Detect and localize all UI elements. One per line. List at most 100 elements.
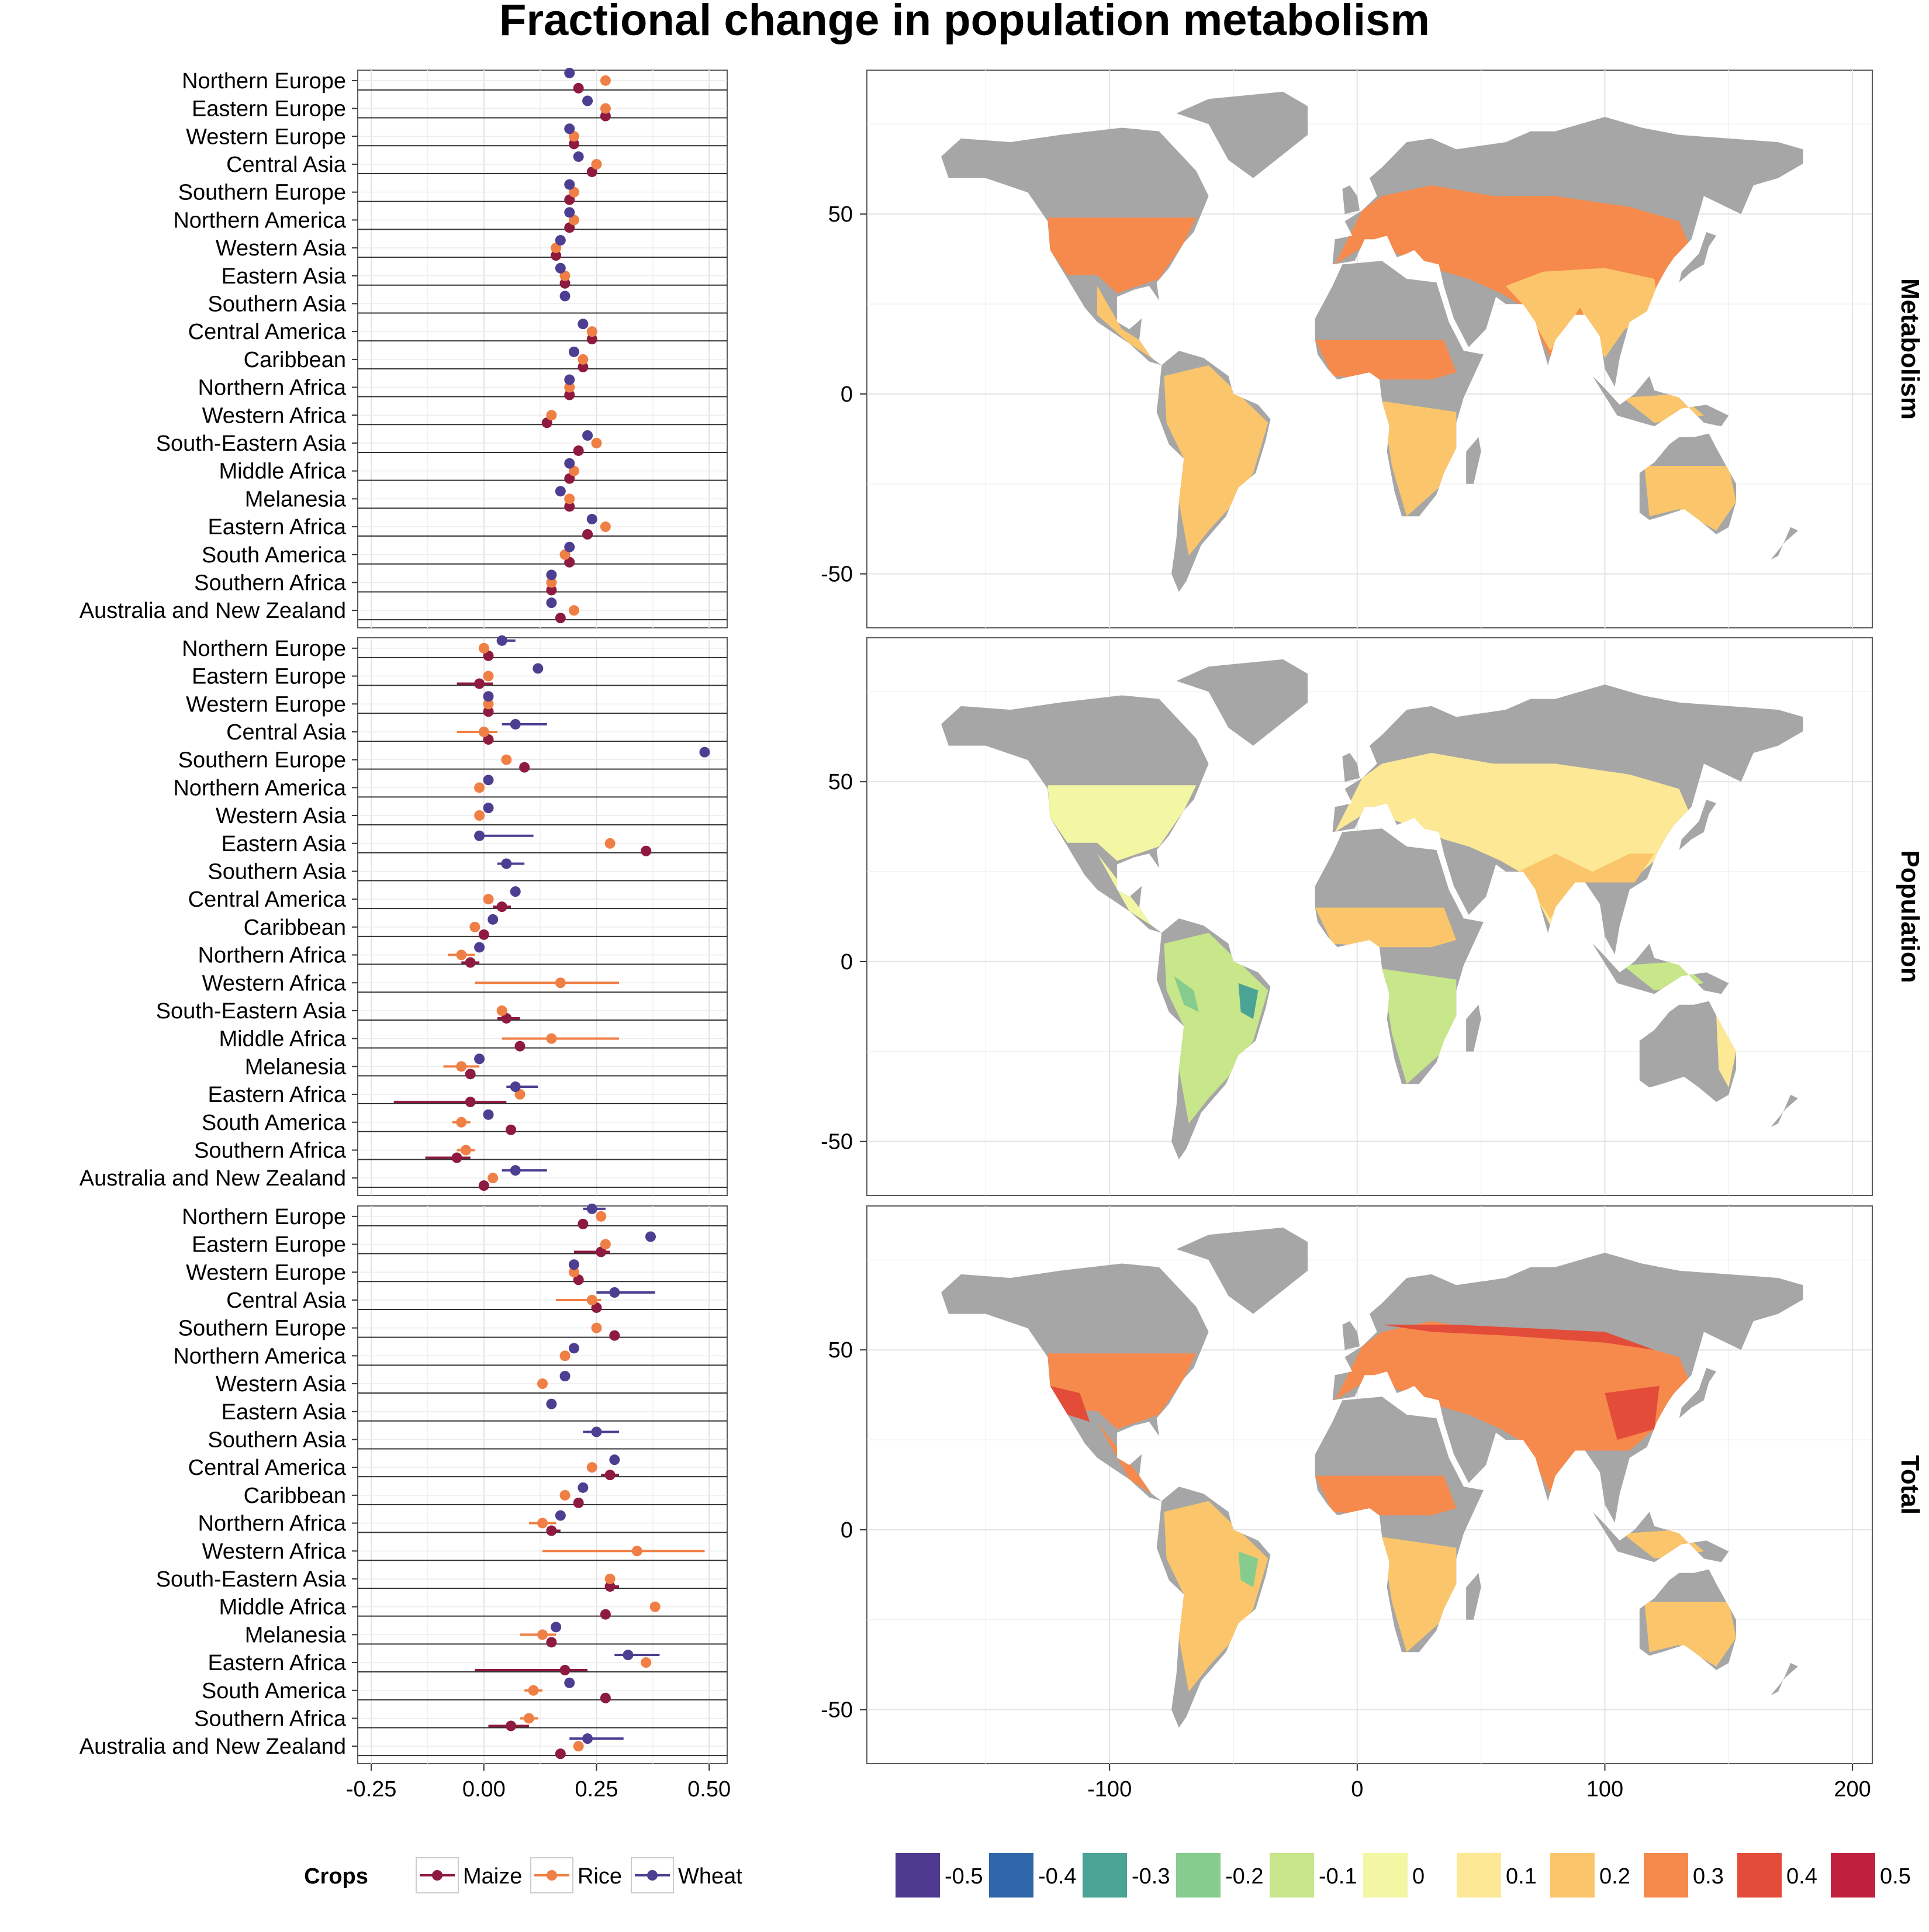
panel-frame: [357, 1205, 728, 1764]
point-rice: [568, 215, 579, 226]
x-tick-label: 0.50: [687, 1777, 731, 1802]
y-tick-label: Western Asia: [216, 1372, 347, 1397]
panel-frame: [357, 637, 728, 1196]
point-maize: [559, 278, 571, 289]
legend-value: 0.1: [1506, 1864, 1537, 1889]
legend-swatch: [1550, 1853, 1595, 1898]
point-wheat: [578, 1482, 589, 1493]
point-rice: [551, 243, 562, 254]
point-rice: [478, 642, 489, 654]
point-wheat: [586, 514, 597, 525]
landmass-japan: [1679, 232, 1717, 283]
point-maize: [600, 1692, 611, 1703]
y-tick-label: -50: [821, 1698, 853, 1723]
point-rice: [591, 1322, 602, 1333]
landmass-uk: [1342, 753, 1360, 782]
y-tick-label: 50: [828, 770, 853, 794]
point-maize: [573, 445, 584, 456]
point-wheat: [501, 858, 512, 869]
legend-swatch: [896, 1853, 940, 1898]
point-rice: [600, 1239, 611, 1250]
point-wheat: [582, 95, 593, 106]
landmass-new-zealand: [1771, 1094, 1798, 1128]
point-rice: [523, 1713, 534, 1724]
y-tick-label: 50: [828, 1338, 853, 1363]
change-zone: [1174, 976, 1199, 1012]
y-tick-label: Caribbean: [244, 915, 346, 940]
point-maize: [465, 957, 476, 968]
point-maize: [465, 1097, 476, 1108]
point-wheat: [483, 1109, 494, 1120]
point-wheat: [559, 291, 571, 302]
landmass-greenland: [1176, 1227, 1308, 1314]
point-rice: [591, 437, 602, 448]
change-zone: [1335, 185, 1692, 358]
legend-swatch: [1737, 1853, 1782, 1898]
change-zone: [1382, 401, 1457, 517]
point-maize: [546, 1637, 557, 1648]
y-tick-label: Central America: [188, 1456, 347, 1480]
legend-label-rice: Rice: [578, 1864, 622, 1889]
point-maize: [506, 1720, 517, 1731]
y-tick-label: Eastern Asia: [222, 832, 347, 856]
y-tick-label: Australia and New Zealand: [79, 1734, 346, 1759]
point-rice: [649, 1601, 661, 1612]
y-tick-label: Western Asia: [216, 804, 347, 828]
point-maize: [474, 678, 485, 689]
point-rice: [586, 1294, 597, 1305]
landmass-madagascar: [1466, 1572, 1481, 1620]
point-maize: [555, 1748, 566, 1760]
point-maize: [546, 1525, 557, 1536]
y-tick-label: Southern Africa: [194, 1138, 347, 1163]
point-wheat: [496, 635, 507, 646]
legend-value: -0.5: [945, 1864, 983, 1889]
point-wheat: [546, 569, 557, 580]
point-rice: [478, 726, 489, 737]
y-tick-label: Eastern Africa: [208, 1651, 346, 1675]
y-tick-label: Eastern Asia: [222, 264, 347, 289]
point-maize: [600, 110, 611, 122]
change-zone: [1238, 983, 1259, 1019]
y-tick-label: Central Asia: [226, 1288, 347, 1313]
point-maize: [564, 557, 575, 568]
change-zone: [1716, 1015, 1736, 1088]
point-maize: [478, 1180, 489, 1191]
point-rice: [469, 921, 480, 932]
point-wheat: [564, 374, 575, 385]
region-panel-population: Northern Europe Eastern Europe Western Eur…: [79, 635, 728, 1196]
facet-label: Metabolism: [1896, 278, 1924, 420]
y-tick-label: South-Eastern Asia: [156, 999, 347, 1024]
point-rice: [474, 782, 485, 793]
legend-swatch: [1083, 1853, 1127, 1898]
y-tick-label: 0: [841, 382, 853, 407]
point-wheat: [582, 1733, 593, 1744]
chart-title: Fractional change in population metaboli…: [499, 0, 1430, 45]
point-wheat: [573, 151, 584, 162]
point-wheat: [609, 1287, 620, 1298]
map-panel-metabolism: 50 0 -50 Metabolism: [821, 70, 1924, 628]
landmass-madagascar: [1466, 1004, 1481, 1052]
change-zone: [1050, 1385, 1090, 1422]
point-wheat: [559, 1371, 571, 1382]
point-rice: [578, 354, 589, 365]
point-wheat: [483, 691, 494, 702]
point-maize: [555, 613, 566, 624]
y-tick-label: Southern Asia: [208, 292, 346, 316]
crop-zones: [1048, 1321, 1736, 1692]
legend-value: -0.3: [1132, 1864, 1170, 1889]
point-rice: [483, 671, 494, 682]
point-wheat: [546, 1398, 557, 1409]
y-tick-label: Northern America: [173, 1344, 347, 1368]
point-rice: [559, 1489, 571, 1501]
legend-swatch: [1363, 1853, 1408, 1898]
point-wheat: [578, 319, 589, 330]
y-tick-label: Melanesia: [245, 487, 347, 511]
point-maize: [564, 473, 575, 484]
legend-value: -0.1: [1319, 1864, 1357, 1889]
y-tick-label: Western Europe: [186, 125, 346, 149]
y-tick-label: Australia and New Zealand: [79, 599, 346, 623]
y-tick-label: Caribbean: [244, 348, 346, 372]
point-wheat: [564, 207, 575, 218]
